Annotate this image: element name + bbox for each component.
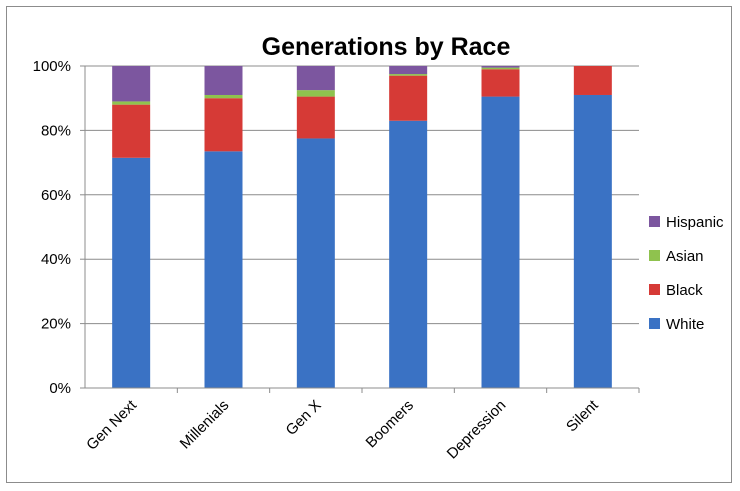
- bars-layer: [112, 66, 612, 389]
- x-tick-label: Silent: [563, 396, 602, 435]
- y-tick-label: 20%: [41, 316, 71, 333]
- bar-segment-hispanic: [112, 66, 151, 102]
- y-tick-label: 40%: [41, 251, 71, 268]
- bar-segment-white: [389, 120, 428, 389]
- bar-segment-hispanic: [296, 66, 335, 91]
- bar-segment-black: [296, 96, 335, 139]
- legend-swatch: [649, 284, 660, 295]
- bar-segment-asian: [112, 101, 151, 105]
- legend-label: Black: [666, 282, 703, 299]
- chart-title: Generations by Race: [262, 33, 511, 61]
- y-tick-label: 100%: [33, 58, 71, 75]
- bar-segment-black: [389, 75, 428, 121]
- bar-segment-white: [573, 94, 612, 388]
- bar-segment-white: [481, 96, 520, 388]
- legend-swatch: [649, 250, 660, 261]
- bar-segment-white: [296, 138, 335, 388]
- y-tick-label: 80%: [41, 122, 71, 139]
- legend-label: Asian: [666, 248, 704, 265]
- x-tick-label: Millenials: [177, 397, 233, 453]
- bar-segment-hispanic: [481, 66, 520, 68]
- chart-frame: Generations by Race 0% 20% 40% 60% 80% 100% Ge…: [6, 6, 732, 483]
- bar-segment-asian: [204, 94, 243, 99]
- legend: Hispanic Asian Black White: [649, 214, 724, 333]
- legend-swatch: [649, 216, 660, 227]
- bar-segment-hispanic: [389, 66, 428, 75]
- x-tick-label: Gen X: [283, 397, 325, 439]
- bar-segment-black: [204, 98, 243, 152]
- bar-segment-black: [481, 69, 520, 97]
- bar-segment-black: [573, 66, 612, 95]
- bar-segment-asian: [481, 67, 520, 70]
- grid-layer: [85, 65, 639, 325]
- bar-segment-hispanic: [204, 66, 243, 95]
- chart-svg: Generations by Race 0% 20% 40% 60% 80% 100% Ge…: [33, 33, 724, 463]
- bar-segment-asian: [389, 74, 428, 76]
- bar-segment-black: [112, 104, 151, 158]
- legend-label: White: [666, 316, 704, 333]
- bar-segment-white: [204, 151, 243, 388]
- x-tick-label: Boomers: [363, 397, 417, 451]
- x-tick-label: Gen Next: [83, 396, 140, 453]
- y-tick-label: 60%: [41, 187, 71, 204]
- bar-segment-asian: [296, 90, 335, 97]
- x-tick-label: Depression: [444, 397, 510, 463]
- legend-swatch: [649, 318, 660, 329]
- y-tick-label: 0%: [49, 380, 71, 397]
- bar-segment-white: [112, 157, 151, 388]
- legend-label: Hispanic: [666, 214, 724, 231]
